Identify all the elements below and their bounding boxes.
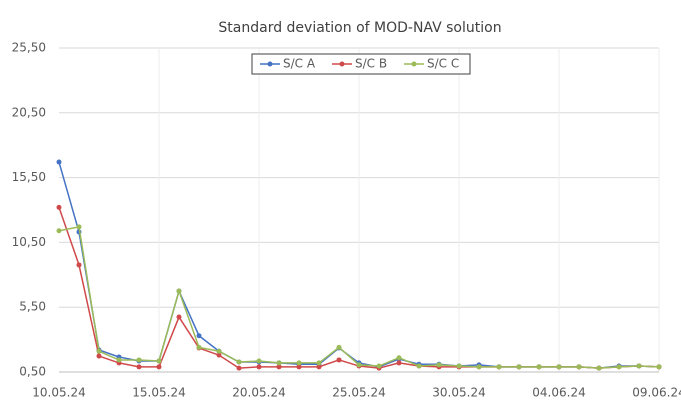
y-tick-label: 25,50 — [12, 41, 46, 55]
point — [556, 364, 562, 370]
point — [156, 364, 162, 370]
y-tick-label: 10,50 — [12, 235, 46, 249]
legend-label: S/C B — [355, 57, 387, 71]
point — [176, 288, 182, 294]
point — [256, 364, 262, 370]
point — [496, 364, 502, 370]
point — [396, 360, 402, 366]
legend-label: S/C C — [427, 57, 459, 71]
x-tick-label: 10.05.24 — [32, 386, 85, 400]
legend-marker — [411, 61, 417, 67]
point — [336, 344, 342, 350]
x-tick-label: 20.05.24 — [232, 386, 285, 400]
point — [236, 365, 242, 371]
y-tick-label: 5,50 — [19, 300, 46, 314]
legend-box — [251, 53, 471, 75]
point — [276, 360, 282, 366]
point — [636, 363, 642, 369]
point — [296, 364, 302, 370]
point — [56, 228, 62, 234]
point — [216, 352, 222, 358]
point — [476, 364, 482, 370]
legend-marker — [267, 61, 273, 67]
point — [236, 359, 242, 365]
point — [356, 362, 362, 368]
point — [536, 364, 542, 370]
point — [396, 355, 402, 361]
y-tick-label: 15,50 — [12, 170, 46, 184]
point — [56, 159, 62, 165]
point — [176, 314, 182, 320]
point — [276, 364, 282, 370]
point — [316, 360, 322, 366]
x-tick-label: 30.05.24 — [432, 386, 485, 400]
point — [596, 365, 602, 371]
y-tick-label: 0,50 — [19, 365, 46, 379]
chart-title: Standard deviation of MOD-NAV solution — [218, 20, 501, 36]
x-tick-label: 15.05.24 — [132, 386, 185, 400]
point — [316, 364, 322, 370]
point — [416, 363, 422, 369]
point — [136, 357, 142, 363]
point — [156, 358, 162, 364]
point — [576, 364, 582, 370]
point — [516, 364, 522, 370]
point — [296, 360, 302, 366]
point — [376, 363, 382, 369]
x-tick-label: 09.06.24 — [632, 386, 681, 400]
legend-label: S/C A — [283, 57, 316, 71]
point — [616, 364, 622, 370]
x-tick-label: 04.06.24 — [532, 386, 585, 400]
point — [256, 358, 262, 364]
point — [76, 224, 82, 230]
point — [76, 262, 82, 268]
point — [136, 364, 142, 370]
y-tick-label: 20,50 — [12, 105, 46, 119]
point — [196, 333, 202, 339]
point — [96, 348, 102, 354]
point — [656, 364, 662, 370]
point — [96, 353, 102, 359]
point — [336, 357, 342, 363]
point — [436, 362, 442, 368]
point — [56, 204, 62, 210]
x-tick-label: 25.05.24 — [332, 386, 385, 400]
point — [116, 357, 122, 363]
legend-marker — [339, 61, 345, 67]
point — [196, 344, 202, 350]
point — [216, 348, 222, 354]
point — [456, 363, 462, 369]
